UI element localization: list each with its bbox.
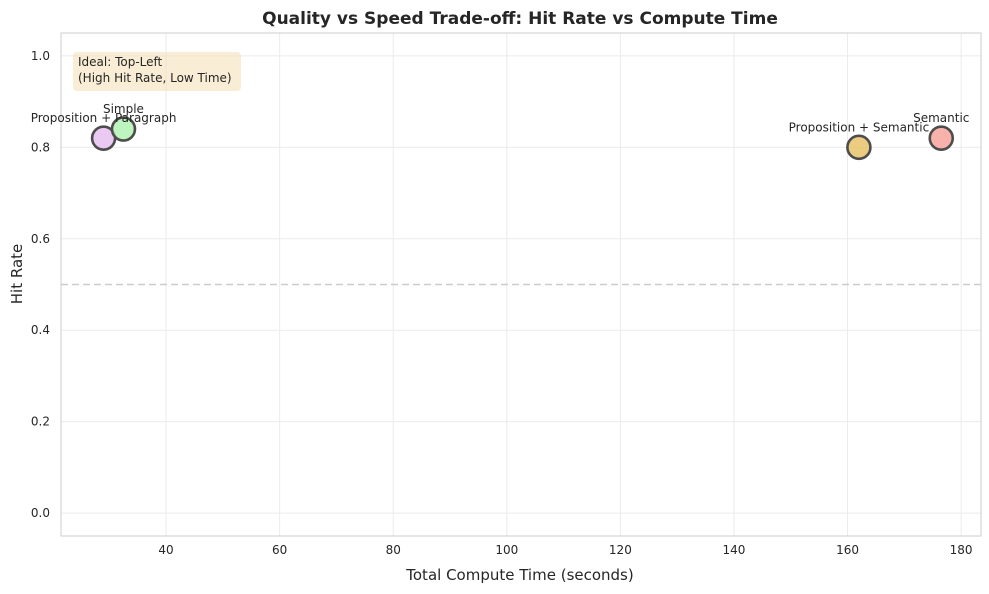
tick-labels: 40 60 80 100 120 140 160 180 0.0 0.2 0.4 0.6 0.8 1.0 xyxy=(31,49,973,557)
y-tick-label: 0.4 xyxy=(31,323,50,337)
annotation-background xyxy=(73,52,241,91)
chart-title: Quality vs Speed Trade-off: Hit Rate vs … xyxy=(262,9,778,29)
y-tick-label: 0.6 xyxy=(31,232,50,246)
point-label: Proposition + Paragraph xyxy=(31,111,177,125)
y-tick-label: 0.8 xyxy=(31,140,50,154)
x-tick-label: 60 xyxy=(272,543,287,557)
x-tick-label: 80 xyxy=(386,543,401,557)
x-tick-label: 180 xyxy=(950,543,973,557)
annotation-box: Ideal: Top-Left (High Hit Rate, Low Time) xyxy=(73,52,241,91)
x-tick-label: 40 xyxy=(158,543,173,557)
x-axis-label: Total Compute Time (seconds) xyxy=(405,566,633,584)
point-label: Simple xyxy=(103,102,144,116)
y-tick-label: 1.0 xyxy=(31,49,50,63)
data-point xyxy=(928,125,955,151)
data-point xyxy=(846,134,872,161)
x-tick-label: 100 xyxy=(495,543,518,557)
x-tick-label: 140 xyxy=(723,543,746,557)
y-tick-label: 0.2 xyxy=(31,415,50,429)
point-label: Proposition + Semantic xyxy=(789,120,930,134)
annotation-text: Ideal: Top-Left xyxy=(78,55,163,69)
x-tick-label: 120 xyxy=(609,543,632,557)
point-label: Semantic xyxy=(913,111,969,125)
y-tick-label: 0.0 xyxy=(31,506,50,520)
x-tick-label: 160 xyxy=(836,543,859,557)
data-point xyxy=(110,116,137,142)
annotation-text: (High Hit Rate, Low Time) xyxy=(78,71,232,85)
data-points xyxy=(90,116,955,161)
y-axis-label: Hit Rate xyxy=(8,244,26,305)
